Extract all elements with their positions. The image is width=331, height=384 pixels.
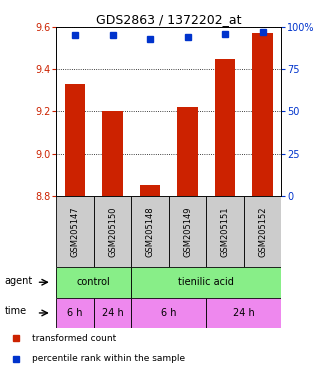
Text: percentile rank within the sample: percentile rank within the sample — [32, 354, 185, 363]
Bar — [215, 58, 235, 196]
Title: GDS2863 / 1372202_at: GDS2863 / 1372202_at — [96, 13, 242, 26]
Text: control: control — [77, 277, 111, 287]
Text: 6 h: 6 h — [67, 308, 83, 318]
Bar — [131, 267, 281, 298]
Text: 6 h: 6 h — [161, 308, 176, 318]
Bar — [56, 196, 94, 267]
Text: agent: agent — [5, 276, 33, 286]
Bar — [94, 298, 131, 328]
Text: 24 h: 24 h — [233, 308, 255, 318]
Text: GSM205150: GSM205150 — [108, 206, 117, 257]
Text: time: time — [5, 306, 26, 316]
Bar — [131, 196, 169, 267]
Text: 24 h: 24 h — [102, 308, 123, 318]
Bar — [94, 196, 131, 267]
Text: GSM205147: GSM205147 — [71, 206, 79, 257]
Text: GSM205151: GSM205151 — [220, 206, 230, 257]
Bar — [65, 84, 85, 196]
Text: tienilic acid: tienilic acid — [178, 277, 234, 287]
Text: GSM205149: GSM205149 — [183, 206, 192, 257]
Bar — [252, 33, 273, 196]
Bar — [206, 298, 281, 328]
Bar — [244, 196, 281, 267]
Text: transformed count: transformed count — [32, 334, 116, 343]
Bar — [169, 196, 206, 267]
Text: GSM205148: GSM205148 — [146, 206, 155, 257]
Bar — [140, 185, 160, 196]
Bar — [56, 267, 131, 298]
Text: GSM205152: GSM205152 — [258, 206, 267, 257]
Bar — [206, 196, 244, 267]
Bar — [56, 298, 94, 328]
Bar — [102, 111, 123, 196]
Bar — [131, 298, 206, 328]
Bar — [177, 107, 198, 196]
